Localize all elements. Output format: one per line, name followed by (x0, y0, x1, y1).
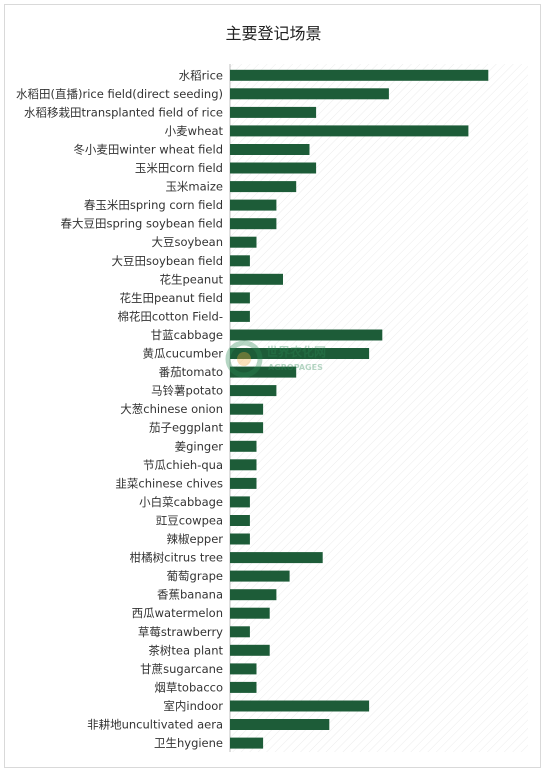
category-label: 黄瓜cucumber (142, 347, 223, 361)
category-label: 玉米田corn field (135, 161, 223, 175)
category-label: 花生peanut (159, 272, 223, 286)
bar-11 (230, 273, 283, 285)
bar-30 (230, 626, 250, 638)
bar-8 (230, 218, 277, 230)
category-label: 棉花田cotton Field- (117, 309, 223, 323)
bar-29 (230, 607, 270, 619)
bar-19 (230, 422, 264, 434)
category-label: 卫生hygiene (154, 736, 223, 750)
bar-1 (230, 88, 389, 100)
category-label: 小麦wheat (165, 124, 224, 138)
bar-15 (230, 348, 370, 359)
bar-31 (230, 644, 270, 656)
bar-4 (230, 144, 310, 155)
category-label: 柑橘树citrus tree (130, 551, 223, 565)
category-label: 甘蔗sugarcane (140, 662, 223, 676)
bar-34 (230, 700, 370, 712)
category-label: 葡萄grape (167, 569, 223, 583)
category-label: 大豆田soybean field (111, 254, 223, 268)
category-label: 大葱chinese onion (120, 402, 223, 416)
category-label: 韭菜chinese chives (115, 476, 223, 490)
bar-10 (230, 255, 250, 267)
watermark-logo: 世界农化网 AGROPAGES (225, 340, 326, 378)
bar-35 (230, 719, 330, 730)
category-label: 草莓strawberry (138, 625, 223, 639)
bar-12 (230, 292, 250, 304)
category-label: 水稻田(直播)rice field(direct seeding) (16, 87, 223, 101)
category-label: 烟草tobacco (154, 680, 223, 694)
category-label: 辣椒epper (167, 532, 224, 546)
category-label: 甘蓝cabbage (151, 328, 223, 342)
category-label: 水稻rice (179, 68, 223, 82)
category-label: 茄子eggplant (149, 421, 224, 435)
bar-25 (230, 533, 250, 545)
bar-14 (230, 329, 383, 341)
category-label: 春大豆田spring soybean field (61, 217, 223, 231)
category-label: 小白菜cabbage (139, 495, 223, 509)
watermark-text-en: AGROPAGES (268, 363, 323, 372)
bar-21 (230, 459, 257, 471)
bar-27 (230, 570, 290, 582)
bar-20 (230, 440, 257, 452)
bar-13 (230, 310, 250, 322)
bar-32 (230, 663, 257, 675)
chart-title: 主要登记场景 (225, 24, 322, 43)
category-label: 番茄tomato (159, 365, 223, 379)
bar-2 (230, 106, 317, 118)
category-label: 豇豆cowpea (156, 514, 223, 528)
bar-22 (230, 477, 257, 489)
bar-6 (230, 181, 297, 193)
bar-0 (230, 69, 489, 81)
bar-24 (230, 515, 250, 526)
bar-3 (230, 125, 469, 137)
category-label: 姜ginger (175, 439, 224, 453)
bar-5 (230, 162, 317, 174)
bar-33 (230, 681, 257, 693)
bar-26 (230, 552, 323, 564)
category-label: 非耕地uncultivated aera (87, 718, 223, 732)
bar-36 (230, 737, 264, 749)
category-label: 水稻移栽田transplanted field of rice (24, 105, 223, 119)
bar-16 (230, 366, 297, 378)
category-label: 大豆soybean (151, 235, 223, 249)
category-label: 香蕉banana (157, 588, 223, 602)
category-label: 茶树tea plant (148, 643, 223, 657)
plot-area-background (230, 64, 528, 752)
bar-17 (230, 385, 277, 397)
category-label: 室内indoor (163, 699, 223, 713)
category-label: 节瓜chieh-qua (143, 458, 223, 472)
bar-7 (230, 199, 277, 211)
bar-18 (230, 403, 264, 415)
category-label: 冬小麦田winter wheat field (73, 143, 223, 157)
bar-9 (230, 236, 257, 248)
category-label: 西瓜watermelon (132, 606, 223, 620)
category-label: 花生田peanut field (120, 291, 223, 305)
watermark-text-cn: 世界农化网 (266, 344, 326, 359)
category-label: 玉米maize (165, 180, 223, 194)
bar-23 (230, 496, 250, 508)
bar-28 (230, 589, 277, 601)
category-label: 马铃薯potato (151, 384, 223, 398)
category-label: 春玉米田spring corn field (84, 198, 223, 212)
